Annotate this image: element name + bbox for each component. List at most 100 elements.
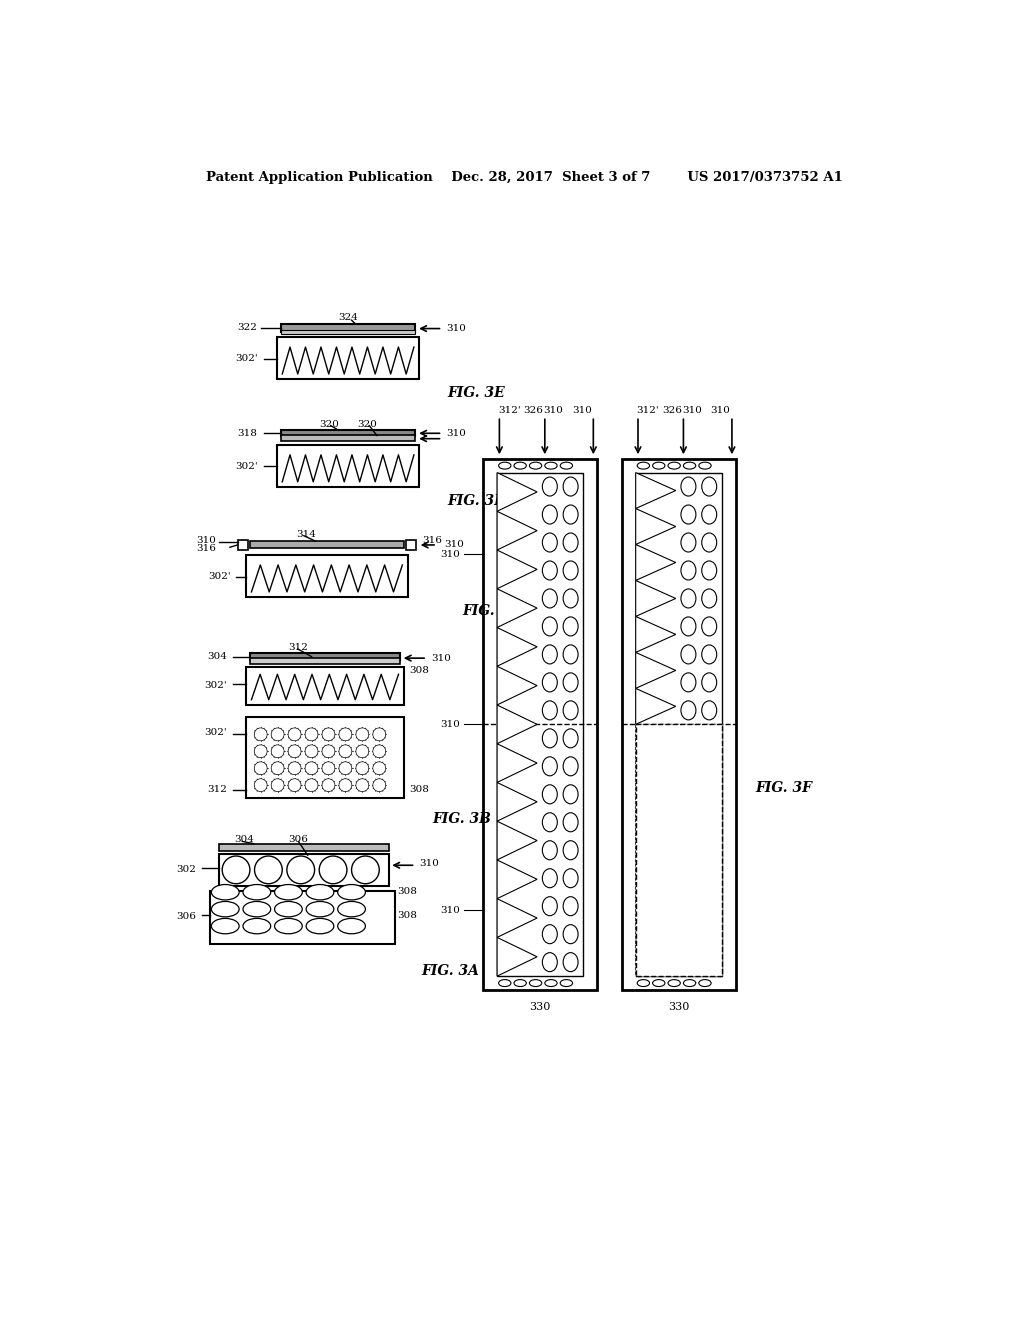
Ellipse shape bbox=[543, 841, 557, 859]
Ellipse shape bbox=[306, 884, 334, 900]
Circle shape bbox=[373, 727, 386, 741]
Text: 310: 310 bbox=[197, 536, 216, 545]
Ellipse shape bbox=[701, 813, 717, 832]
Ellipse shape bbox=[683, 979, 695, 986]
Circle shape bbox=[373, 762, 386, 775]
Ellipse shape bbox=[701, 616, 717, 636]
Ellipse shape bbox=[563, 533, 579, 552]
Bar bbox=[281, 323, 416, 331]
Text: 302': 302' bbox=[234, 354, 258, 363]
Circle shape bbox=[322, 762, 335, 775]
Ellipse shape bbox=[681, 869, 696, 888]
Polygon shape bbox=[636, 760, 676, 796]
Text: 308: 308 bbox=[410, 785, 429, 795]
Polygon shape bbox=[497, 550, 538, 589]
Ellipse shape bbox=[681, 785, 696, 804]
Text: 302': 302' bbox=[234, 462, 258, 471]
Bar bbox=[250, 653, 400, 660]
Ellipse shape bbox=[668, 979, 680, 986]
Bar bbox=[281, 330, 416, 334]
Text: 302': 302' bbox=[204, 727, 226, 737]
Text: 310: 310 bbox=[446, 429, 466, 438]
Bar bbox=[219, 854, 388, 886]
Circle shape bbox=[288, 727, 301, 741]
Ellipse shape bbox=[338, 919, 366, 933]
Ellipse shape bbox=[698, 979, 711, 986]
Ellipse shape bbox=[545, 462, 557, 469]
Ellipse shape bbox=[543, 896, 557, 916]
Circle shape bbox=[222, 855, 250, 884]
Text: 312: 312 bbox=[289, 643, 308, 652]
Text: 330: 330 bbox=[529, 1002, 551, 1012]
Ellipse shape bbox=[681, 506, 696, 524]
Ellipse shape bbox=[681, 533, 696, 552]
Ellipse shape bbox=[701, 589, 717, 609]
Polygon shape bbox=[497, 821, 538, 859]
Circle shape bbox=[373, 779, 386, 792]
Circle shape bbox=[305, 744, 317, 758]
Ellipse shape bbox=[701, 785, 717, 804]
Ellipse shape bbox=[563, 561, 579, 579]
Ellipse shape bbox=[514, 979, 526, 986]
Text: 304: 304 bbox=[234, 836, 254, 845]
Text: 324: 324 bbox=[338, 313, 357, 322]
Text: 314: 314 bbox=[296, 529, 316, 539]
Text: 310: 310 bbox=[444, 540, 464, 549]
Text: 320: 320 bbox=[357, 420, 378, 429]
Text: 310: 310 bbox=[431, 653, 451, 663]
Polygon shape bbox=[636, 581, 676, 616]
Ellipse shape bbox=[543, 561, 557, 579]
Ellipse shape bbox=[701, 645, 717, 664]
Circle shape bbox=[271, 744, 284, 758]
Circle shape bbox=[319, 855, 347, 884]
Ellipse shape bbox=[211, 902, 240, 917]
Ellipse shape bbox=[681, 841, 696, 859]
Text: 318: 318 bbox=[238, 429, 258, 438]
Ellipse shape bbox=[543, 506, 557, 524]
Polygon shape bbox=[497, 937, 538, 977]
Ellipse shape bbox=[652, 979, 665, 986]
Circle shape bbox=[351, 855, 379, 884]
Polygon shape bbox=[636, 725, 676, 760]
Polygon shape bbox=[497, 705, 538, 743]
Ellipse shape bbox=[698, 462, 711, 469]
Ellipse shape bbox=[701, 869, 717, 888]
Bar bbox=[219, 843, 388, 851]
Text: 302: 302 bbox=[176, 866, 196, 874]
Text: 322: 322 bbox=[238, 323, 258, 333]
Text: 302': 302' bbox=[208, 572, 230, 581]
Ellipse shape bbox=[701, 533, 717, 552]
Ellipse shape bbox=[701, 953, 717, 972]
Polygon shape bbox=[636, 544, 676, 581]
Text: 310: 310 bbox=[572, 407, 592, 416]
Polygon shape bbox=[497, 473, 538, 511]
Ellipse shape bbox=[681, 756, 696, 776]
Bar bbox=[497, 473, 584, 977]
Bar bbox=[210, 891, 394, 944]
Polygon shape bbox=[636, 473, 676, 508]
Circle shape bbox=[322, 779, 335, 792]
Ellipse shape bbox=[701, 841, 717, 859]
Ellipse shape bbox=[545, 979, 557, 986]
Ellipse shape bbox=[681, 729, 696, 748]
Ellipse shape bbox=[681, 896, 696, 916]
Polygon shape bbox=[636, 616, 676, 652]
Polygon shape bbox=[636, 940, 676, 977]
Ellipse shape bbox=[560, 462, 572, 469]
Ellipse shape bbox=[681, 645, 696, 664]
Text: 310: 310 bbox=[440, 550, 460, 558]
Ellipse shape bbox=[543, 533, 557, 552]
Ellipse shape bbox=[243, 884, 270, 900]
Ellipse shape bbox=[543, 953, 557, 972]
Polygon shape bbox=[636, 652, 676, 689]
Circle shape bbox=[255, 855, 283, 884]
Text: 310: 310 bbox=[440, 906, 460, 915]
Ellipse shape bbox=[683, 462, 695, 469]
Ellipse shape bbox=[560, 979, 572, 986]
Ellipse shape bbox=[563, 756, 579, 776]
Ellipse shape bbox=[543, 477, 557, 496]
Ellipse shape bbox=[701, 729, 717, 748]
Circle shape bbox=[339, 762, 352, 775]
Text: FIG. 3C: FIG. 3C bbox=[463, 605, 520, 618]
Text: 326: 326 bbox=[662, 407, 682, 416]
